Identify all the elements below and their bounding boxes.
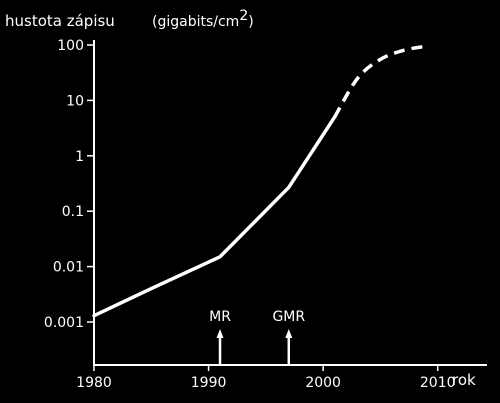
y-axis-unit-superscript: 2 bbox=[239, 8, 248, 24]
y-tick-label: 1 bbox=[75, 149, 84, 165]
annotation-layer: MR GMR bbox=[209, 309, 305, 365]
annotation-arrowhead-mr bbox=[216, 329, 224, 338]
series-layer bbox=[92, 44, 427, 318]
x-ticks: 1980 1990 2000 2010 bbox=[76, 365, 456, 391]
y-tick-label: 0.1 bbox=[62, 204, 84, 220]
x-axis-label: rok bbox=[452, 371, 476, 389]
y-axis-label: hustota zápisu bbox=[5, 12, 115, 30]
projected-density-line bbox=[333, 44, 427, 118]
y-tick-label: 10 bbox=[66, 93, 84, 109]
x-tick-label: 1980 bbox=[76, 375, 112, 391]
y-tick-label: 0.001 bbox=[44, 315, 84, 331]
x-tick-label: 2010 bbox=[420, 375, 456, 391]
y-tick-label: 0.01 bbox=[53, 260, 84, 276]
y-axis-unit-close: ) bbox=[248, 14, 253, 30]
y-axis-unit-base: (gigabits/cm bbox=[152, 14, 239, 30]
annotation-arrowhead-gmr bbox=[285, 329, 293, 338]
density-line bbox=[92, 115, 337, 318]
annotation-label-gmr: GMR bbox=[272, 309, 305, 325]
annotation-label-mr: MR bbox=[209, 309, 231, 325]
y-ticks: 0.001 0.01 0.1 1 10 100 bbox=[44, 38, 94, 331]
x-tick-label: 2000 bbox=[305, 375, 341, 391]
x-tick-label: 1990 bbox=[191, 375, 227, 391]
y-tick-label: 100 bbox=[57, 38, 84, 54]
y-axis-unit: (gigabits/cm2) bbox=[152, 8, 254, 30]
